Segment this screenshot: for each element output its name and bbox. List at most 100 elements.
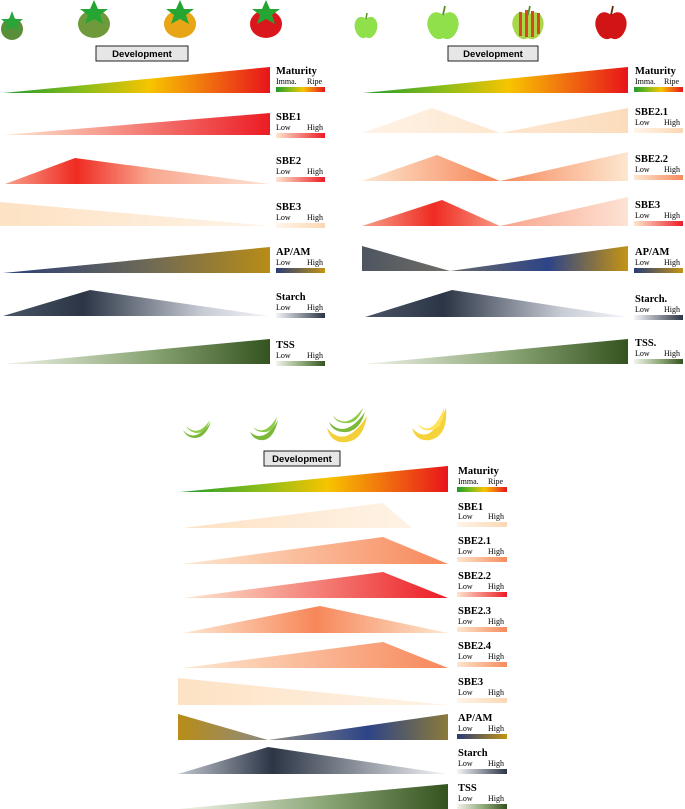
svg-text:Low: Low — [458, 724, 473, 733]
svg-text:Low: Low — [635, 305, 650, 314]
legend-apam: AP/AM Low High — [276, 247, 325, 273]
svg-text:Low: Low — [635, 258, 650, 267]
yellow-green-banana-icon — [327, 408, 367, 443]
svg-text:AP/AM: AP/AM — [276, 247, 310, 258]
svg-text:High: High — [307, 123, 323, 132]
svg-text:Maturity: Maturity — [635, 66, 677, 77]
svg-text:Ripe: Ripe — [664, 77, 680, 86]
starch-shape — [178, 747, 448, 774]
svg-text:Low: Low — [276, 123, 291, 132]
svg-text:SBE3: SBE3 — [276, 202, 301, 213]
svg-text:High: High — [664, 211, 680, 220]
svg-text:Maturity: Maturity — [458, 466, 500, 477]
svg-text:Low: Low — [458, 794, 473, 803]
svg-text:SBE2: SBE2 — [276, 156, 301, 167]
small-green-apple-icon — [354, 12, 378, 39]
legend-tss: TSS. Low High — [634, 338, 683, 364]
svg-text:Low: Low — [635, 165, 650, 174]
svg-text:High: High — [664, 258, 680, 267]
svg-text:SBE1: SBE1 — [458, 502, 483, 513]
svg-text:SBE2.4: SBE2.4 — [458, 641, 492, 652]
legend-starch: Starch. Low High — [634, 294, 683, 320]
legend-sbe2-2: SBE2.2 Low High — [457, 571, 507, 597]
banana-icons — [183, 408, 447, 443]
svg-text:Low: Low — [458, 652, 473, 661]
development-label: Development — [463, 49, 523, 60]
svg-text:SBE2.2: SBE2.2 — [635, 154, 668, 165]
svg-text:High: High — [307, 351, 323, 360]
legend-sbe2-4: SBE2.4 Low High — [457, 641, 507, 667]
svg-text:High: High — [488, 617, 504, 626]
sbe2-3-shape — [183, 606, 448, 633]
svg-text:AP/AM: AP/AM — [635, 247, 669, 258]
svg-text:SBE2.3: SBE2.3 — [458, 606, 491, 617]
legend-sbe3: SBE3 Low High — [634, 200, 683, 226]
legend-apam: AP/AM Low High — [457, 713, 507, 739]
svg-text:Low: Low — [458, 512, 473, 521]
svg-text:High: High — [488, 652, 504, 661]
svg-text:SBE3: SBE3 — [635, 200, 660, 211]
svg-text:High: High — [488, 794, 504, 803]
tomato-panel: Development Maturity Imma. Ripe SBE1 Low… — [0, 0, 325, 366]
svg-text:High: High — [664, 349, 680, 358]
svg-text:Low: Low — [635, 211, 650, 220]
starch-shape — [3, 290, 270, 316]
green-apple-icon — [427, 5, 459, 40]
tss-shape — [3, 339, 270, 364]
legend-sbe2-1: SBE2.1 Low High — [634, 107, 683, 133]
svg-text:High: High — [488, 582, 504, 591]
sbe2-4-shape — [183, 642, 448, 668]
apple-legends: Maturity Imma. Ripe SBE2.1 Low High SBE2… — [634, 66, 683, 364]
legend-starch: Starch Low High — [276, 292, 325, 318]
svg-text:Low: Low — [276, 167, 291, 176]
svg-text:High: High — [307, 258, 323, 267]
svg-text:High: High — [664, 118, 680, 127]
svg-text:Low: Low — [276, 303, 291, 312]
svg-text:Starch: Starch — [276, 292, 306, 303]
svg-text:SBE2.1: SBE2.1 — [458, 536, 491, 547]
sbe2-1-shape — [362, 108, 628, 133]
svg-text:High: High — [307, 213, 323, 222]
red-apple-icon — [595, 5, 627, 40]
legend-starch: Starch Low High — [457, 748, 507, 774]
banana-legends: Maturity Imma. Ripe SBE1 Low High SBE2.1… — [457, 466, 507, 809]
tss-shape — [364, 339, 628, 364]
svg-text:AP/AM: AP/AM — [458, 713, 492, 724]
legend-sbe3: SBE3 Low High — [276, 202, 325, 228]
maturity-shape — [363, 67, 628, 93]
sbe1-shape — [183, 503, 412, 528]
legend-maturity: Maturity Imma. Ripe — [457, 466, 507, 492]
legend-tss: TSS Low High — [276, 340, 325, 366]
green-banana-bunch-icon — [250, 417, 278, 441]
svg-text:Low: Low — [458, 688, 473, 697]
svg-text:High: High — [664, 305, 680, 314]
svg-text:Low: Low — [635, 349, 650, 358]
legend-sbe1: SBE1 Low High — [457, 502, 507, 527]
tomato-icons — [1, 0, 282, 40]
legend-maturity: Maturity Imma. Ripe — [634, 66, 683, 92]
svg-text:High: High — [488, 547, 504, 556]
green-banana-icon — [183, 420, 211, 438]
svg-text:High: High — [488, 724, 504, 733]
sbe2-2-shape — [362, 152, 628, 181]
development-label-box: Development — [447, 45, 539, 62]
svg-text:Imma.: Imma. — [276, 77, 297, 86]
svg-text:Ripe: Ripe — [307, 77, 323, 86]
legend-sbe2-2: SBE2.2 Low High — [634, 154, 683, 180]
legend-tss: TSS Low High — [457, 783, 507, 809]
maturity-shape — [180, 466, 448, 492]
svg-text:Low: Low — [276, 351, 291, 360]
sbe2-2-shape — [183, 572, 448, 598]
apam-shape — [3, 247, 270, 273]
legend-sbe3: SBE3 Low High — [457, 677, 507, 703]
starch-shape — [365, 290, 628, 317]
svg-text:Low: Low — [458, 582, 473, 591]
svg-text:Starch.: Starch. — [635, 294, 668, 305]
tss-shape — [178, 784, 448, 809]
tomato-legends: Maturity Imma. Ripe SBE1 Low High SBE2 L… — [276, 66, 325, 366]
apple-panel: Development Maturity Imma. Ripe SBE2.1 L… — [354, 5, 683, 364]
red-tomato-icon — [250, 0, 282, 38]
svg-text:Low: Low — [458, 617, 473, 626]
svg-text:SBE2.1: SBE2.1 — [635, 107, 668, 118]
sbe2-1-shape — [183, 537, 448, 564]
